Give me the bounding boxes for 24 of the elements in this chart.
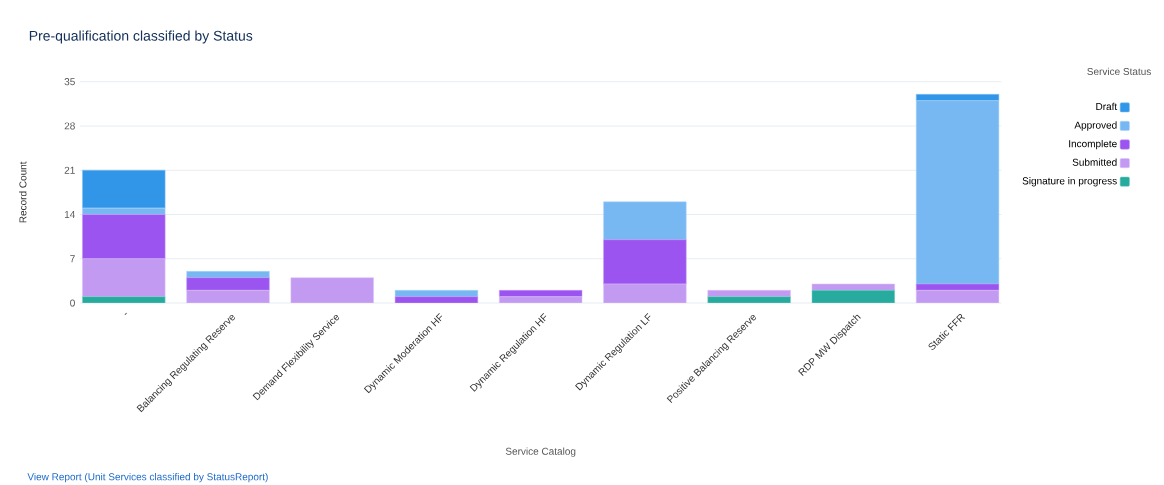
y-tick-label: 35 xyxy=(64,78,75,86)
bar xyxy=(603,201,687,241)
bar xyxy=(811,283,895,291)
legend-label: Submitted xyxy=(1072,158,1117,166)
bar xyxy=(290,277,374,303)
bar xyxy=(707,296,791,303)
y-tick-label: 7 xyxy=(70,255,75,263)
y-tick-label: 21 xyxy=(64,166,75,174)
x-axis-title: Service Catalog xyxy=(505,447,576,457)
legend-label: Signature in progress xyxy=(1022,177,1117,187)
y-tick-label: 14 xyxy=(64,211,76,218)
legend-label: Incomplete xyxy=(1069,139,1117,150)
legend-label: Draft xyxy=(1096,102,1118,111)
bar xyxy=(811,290,895,303)
legend-title: Service Status xyxy=(1087,67,1151,76)
y-axis-title: Record Count xyxy=(19,161,27,223)
chart-title: Pre-qualification classified by Status xyxy=(29,30,253,44)
y-tick-label: 0 xyxy=(70,299,75,307)
legend-label: Approved xyxy=(1074,121,1117,131)
x-tick-label: - xyxy=(124,312,127,316)
text: View Report (Unit Services classified by StatusReport) xyxy=(27,473,268,483)
bar xyxy=(394,296,479,303)
bar xyxy=(82,296,166,303)
y-tick-label: 28 xyxy=(64,122,75,130)
